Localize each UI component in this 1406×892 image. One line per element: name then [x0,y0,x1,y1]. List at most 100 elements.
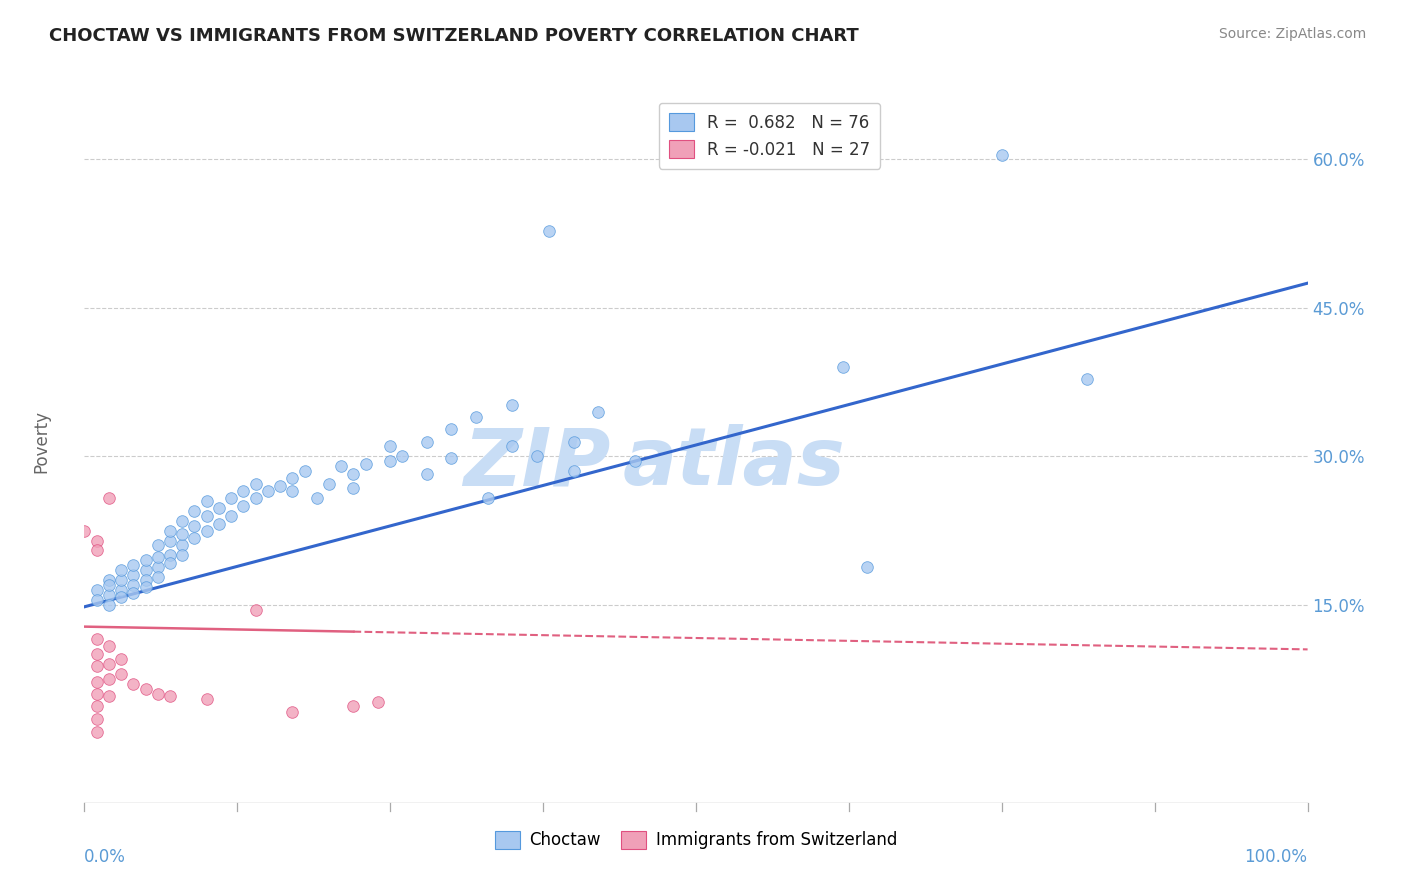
Point [122,568,145,582]
Point [159,533,181,548]
Point [281,483,304,498]
Point [172,539,194,553]
Point [110,652,132,666]
Point [146,550,169,565]
Point [86,675,108,690]
Point [195,691,218,706]
Point [208,500,231,515]
Point [219,508,242,523]
Point [232,483,254,498]
Text: Poverty: Poverty [32,410,51,473]
Point [195,494,218,508]
Point [97,598,120,612]
Point [440,422,463,436]
Point [330,459,353,474]
Point [245,491,267,505]
Point [269,479,291,493]
Point [86,712,108,726]
Point [562,464,585,478]
Point [380,440,402,454]
Point [257,483,280,498]
Point [86,648,108,662]
Point [97,573,120,587]
Point [245,603,267,617]
Point [159,524,181,538]
Point [122,586,145,600]
Point [135,580,157,594]
Legend: Choctaw, Immigrants from Switzerland: Choctaw, Immigrants from Switzerland [488,824,904,856]
Point [97,672,120,686]
Point [208,516,231,531]
Point [367,695,389,709]
Point [380,454,402,468]
Point [86,724,108,739]
Point [294,464,316,478]
Point [122,677,145,691]
Text: CHOCTAW VS IMMIGRANTS FROM SWITZERLAND POVERTY CORRELATION CHART: CHOCTAW VS IMMIGRANTS FROM SWITZERLAND P… [49,27,859,45]
Point [86,698,108,713]
Text: 0.0%: 0.0% [84,848,127,866]
Point [97,578,120,592]
Point [464,409,486,424]
Point [305,491,328,505]
Text: ZIP: ZIP [463,425,610,502]
Point [159,549,181,563]
Point [159,689,181,703]
Point [562,434,585,449]
Point [586,405,609,419]
Point [86,593,108,607]
Point [232,499,254,513]
Point [526,450,548,464]
Point [502,398,524,412]
Point [97,491,120,505]
Point [342,467,364,482]
Point [86,543,108,558]
Point [159,556,181,570]
Point [1076,372,1098,386]
Point [856,560,879,574]
Point [97,689,120,703]
Point [502,440,524,454]
Point [281,471,304,485]
Text: atlas: atlas [623,425,845,502]
Point [245,477,267,491]
Point [73,524,96,538]
Point [135,553,157,567]
Point [97,588,120,602]
Point [391,450,413,464]
Point [110,590,132,604]
Point [86,632,108,647]
Point [416,467,439,482]
Point [195,508,218,523]
Point [831,360,853,375]
Point [172,514,194,528]
Point [86,687,108,701]
Point [624,454,647,468]
Point [477,491,499,505]
Point [135,681,157,696]
Point [122,578,145,592]
Point [342,698,364,713]
Point [97,640,120,654]
Point [97,657,120,672]
Point [122,558,145,573]
Point [991,147,1014,161]
Point [183,531,205,545]
Point [281,705,304,719]
Point [110,573,132,587]
Point [440,451,463,466]
Point [354,458,377,472]
Point [110,582,132,597]
Point [172,549,194,563]
Point [146,539,169,553]
Point [183,504,205,518]
Point [135,563,157,577]
Text: 100.0%: 100.0% [1244,848,1308,866]
Point [183,518,205,533]
Text: Source: ZipAtlas.com: Source: ZipAtlas.com [1219,27,1367,41]
Point [86,659,108,673]
Point [318,477,340,491]
Point [110,667,132,681]
Point [219,491,242,505]
Point [86,582,108,597]
